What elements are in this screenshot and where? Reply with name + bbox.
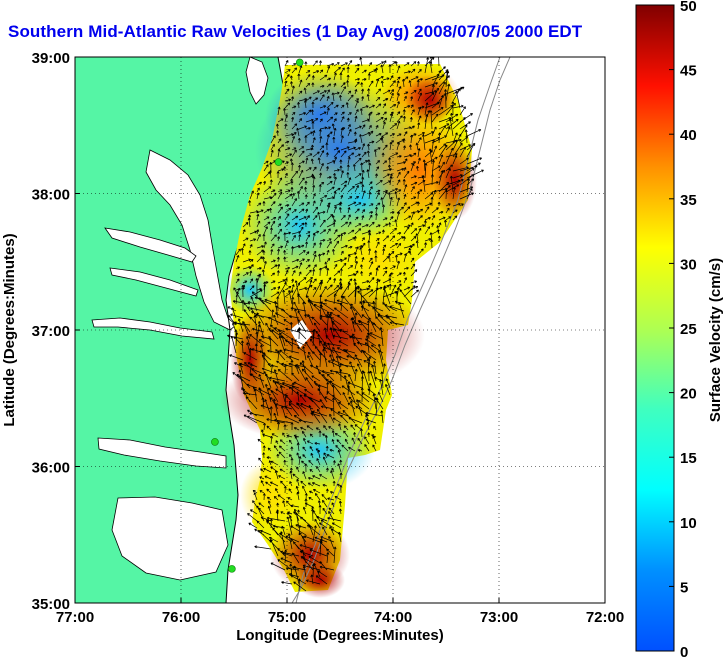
y-axis-label: Latitude (Degrees:Minutes) bbox=[1, 233, 18, 426]
bathymetry-contour bbox=[291, 57, 511, 603]
potomac-river bbox=[104, 227, 197, 263]
velocity-arrow-paths bbox=[227, 57, 484, 592]
velocity-arrows bbox=[227, 57, 484, 592]
x-tick-label: 75:00 bbox=[268, 609, 306, 626]
station-marker bbox=[295, 58, 304, 67]
chesapeake-bay bbox=[145, 149, 237, 331]
colorbar-tick-label: 30 bbox=[680, 256, 697, 273]
x-tick-label: 74:00 bbox=[374, 609, 412, 626]
y-tick-label: 37:00 bbox=[32, 323, 70, 340]
pamlico-sound bbox=[111, 496, 229, 581]
x-tick-label: 73:00 bbox=[480, 609, 518, 626]
map-title: Southern Mid-Atlantic Raw Velocities (1 … bbox=[8, 22, 583, 41]
colorbar-label: Surface Velocity (cm/s) bbox=[707, 258, 724, 422]
station-marker bbox=[274, 158, 283, 166]
colorbar-tick-label: 10 bbox=[680, 515, 697, 532]
colorbar-gradient bbox=[636, 5, 674, 651]
colorbar-tick-label: 40 bbox=[680, 127, 697, 144]
x-tick-label: 76:00 bbox=[162, 609, 200, 626]
y-tick-label: 36:00 bbox=[32, 460, 70, 477]
x-tick-label: 77:00 bbox=[56, 609, 94, 626]
y-tick-label: 35:00 bbox=[32, 596, 70, 613]
colorbar-tick-label: 50 bbox=[680, 0, 697, 15]
colorbar-tick-label: 35 bbox=[680, 192, 697, 209]
colorbar-tick-label: 20 bbox=[680, 386, 697, 403]
james-river bbox=[91, 317, 215, 340]
station-marker bbox=[211, 438, 219, 446]
colorbar-ticks: 0 5 10 15 20 25 30 35 40 45 50 bbox=[669, 0, 697, 659]
colorbar-tick-label: 5 bbox=[680, 579, 688, 596]
colorbar-tick-label: 0 bbox=[680, 644, 688, 659]
x-tick-label: 72:00 bbox=[586, 609, 624, 626]
x-axis-label: Longitude (Degrees:Minutes) bbox=[236, 627, 444, 644]
colorbar-tick-label: 15 bbox=[680, 450, 697, 467]
x-axis: 77:00 76:00 75:00 74:00 73:00 72:00 bbox=[56, 598, 624, 626]
rappahannock-river bbox=[109, 267, 199, 297]
y-tick-label: 39:00 bbox=[32, 50, 70, 67]
colorbar-tick-label: 45 bbox=[680, 63, 697, 80]
albemarle-sound bbox=[97, 437, 227, 469]
y-axis: 39:00 38:00 37:00 36:00 35:00 bbox=[32, 50, 80, 613]
y-tick-label: 38:00 bbox=[32, 187, 70, 204]
delaware-bay bbox=[245, 57, 269, 105]
colorbar-tick-label: 25 bbox=[680, 321, 697, 338]
station-marker bbox=[228, 565, 236, 573]
colorbar: 0 5 10 15 20 25 30 35 40 45 50 Surface Velocity (c… bbox=[635, 0, 724, 659]
